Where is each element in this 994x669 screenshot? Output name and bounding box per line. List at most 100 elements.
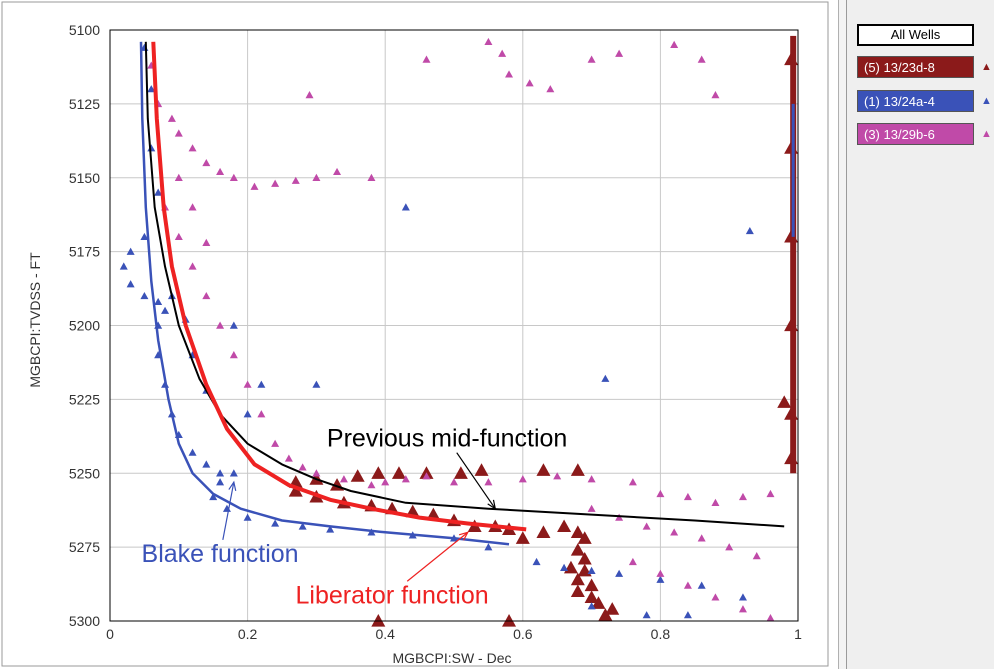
data-point — [202, 158, 211, 167]
data-point — [484, 543, 493, 551]
data-point — [601, 374, 610, 382]
data-point — [229, 321, 238, 329]
legend-panel: All Wells (5) 13/23d-8 ▲ (1) 13/24a-4 ▲ … — [846, 0, 994, 669]
splitter[interactable] — [838, 0, 846, 669]
legend-item-13-29b-6[interactable]: (3) 13/29b-6 — [857, 123, 974, 145]
data-point — [154, 297, 163, 306]
data-point — [683, 492, 692, 501]
data-point — [126, 280, 135, 288]
data-point — [174, 173, 183, 181]
data-point — [628, 478, 637, 486]
data-point — [587, 566, 596, 574]
x-tick-label: 1 — [794, 626, 802, 642]
data-point — [570, 463, 585, 476]
x-tick-label: 0.4 — [375, 626, 395, 642]
data-point — [560, 563, 569, 572]
data-point — [570, 584, 585, 598]
data-point — [391, 466, 406, 479]
data-point — [577, 531, 592, 544]
data-point — [502, 614, 517, 627]
data-point — [642, 522, 651, 530]
data-point — [697, 55, 706, 63]
data-point — [766, 489, 775, 498]
data-point — [312, 173, 321, 181]
annotation-arrow — [222, 482, 235, 541]
legend-item-13-23d-8[interactable]: (5) 13/23d-8 — [857, 56, 974, 78]
data-point — [188, 203, 197, 211]
data-point — [587, 504, 596, 512]
data-point — [484, 478, 493, 486]
data-point — [147, 85, 156, 93]
data-point — [591, 596, 606, 609]
data-point — [615, 569, 624, 577]
data-point — [298, 522, 307, 530]
y-tick-label: 5300 — [69, 613, 100, 629]
data-point — [271, 519, 280, 527]
data-point — [333, 167, 342, 176]
well-bar — [790, 35, 797, 474]
data-point — [326, 525, 335, 533]
data-point — [154, 188, 163, 196]
data-point — [119, 262, 128, 270]
data-point — [422, 472, 431, 480]
data-point — [628, 557, 637, 566]
data-point — [371, 466, 386, 479]
x-tick-label: 0 — [106, 626, 114, 642]
fit-curve — [151, 41, 527, 532]
data-point — [312, 469, 321, 477]
data-point — [422, 55, 431, 63]
data-point — [587, 475, 596, 483]
data-point — [570, 543, 585, 556]
data-point — [188, 262, 197, 270]
y-tick-label: 5100 — [69, 22, 100, 38]
data-point — [725, 543, 734, 551]
data-point — [615, 513, 624, 521]
data-point — [284, 454, 293, 462]
legend-triangle-icon: ▲ — [981, 61, 992, 73]
data-point — [229, 173, 238, 181]
data-point — [536, 463, 551, 476]
data-point — [202, 291, 211, 300]
data-point — [312, 380, 321, 388]
data-point — [505, 70, 514, 78]
y-tick-label: 5250 — [69, 465, 100, 481]
x-tick-label: 0.2 — [238, 626, 258, 642]
data-point — [216, 478, 225, 486]
data-point — [288, 483, 303, 497]
data-point — [587, 602, 596, 610]
data-point — [243, 513, 252, 521]
fit-curve — [139, 41, 510, 546]
legend-header-all-wells[interactable]: All Wells — [857, 24, 974, 46]
y-tick-label: 5225 — [69, 391, 100, 407]
data-point — [711, 91, 720, 99]
annotation-label: Liberator function — [295, 581, 488, 609]
arrow-head — [487, 499, 497, 510]
data-point — [587, 55, 596, 63]
data-point — [188, 448, 197, 456]
data-point — [498, 49, 507, 57]
data-point — [536, 525, 551, 538]
fit-curve — [144, 41, 785, 528]
x-tick-label: 0.8 — [651, 626, 671, 642]
data-point — [518, 475, 527, 483]
data-point — [598, 608, 613, 621]
data-point — [738, 593, 747, 601]
data-point — [553, 472, 562, 480]
arrow-head — [228, 480, 237, 492]
data-point — [697, 534, 706, 542]
data-point — [271, 179, 280, 187]
data-point — [209, 492, 218, 501]
data-point — [271, 439, 280, 447]
data-point — [711, 593, 720, 601]
legend-item-13-24a-4[interactable]: (1) 13/24a-4 — [857, 90, 974, 112]
data-point — [401, 203, 410, 211]
legend-triangle-icon: ▲ — [981, 95, 992, 107]
data-point — [670, 528, 679, 536]
scatter-plot: 0 0.2 0.4 0.6 0.8 1 5100 5125 5150 5175 5200 5225 52… — [1, 1, 829, 667]
data-point — [371, 614, 386, 627]
x-axis-title: MGBCPI:SW - Dec — [392, 650, 511, 666]
data-point — [229, 351, 238, 359]
data-point — [656, 569, 665, 577]
data-points — [119, 35, 799, 627]
data-point — [367, 481, 376, 489]
